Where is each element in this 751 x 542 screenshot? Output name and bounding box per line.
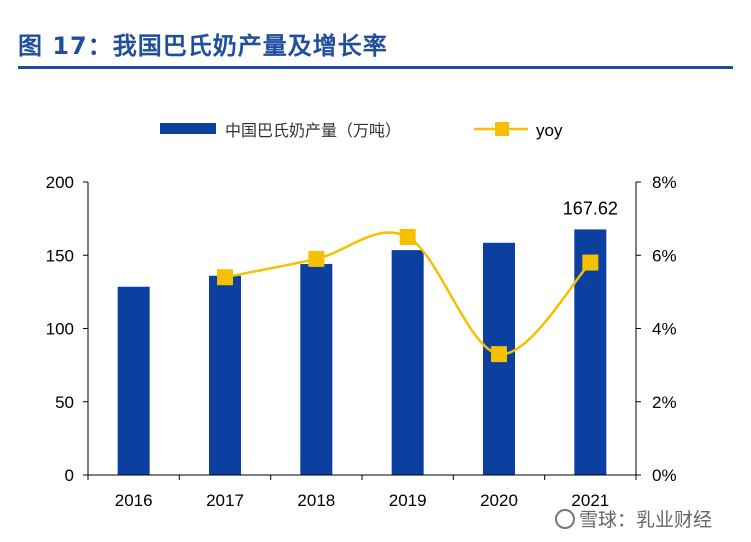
legend-line-label: yoy <box>536 121 563 140</box>
bar <box>209 275 241 475</box>
right-y-tick-label: 8% <box>652 173 677 192</box>
watermark: 雪球：乳业财经 <box>555 505 712 532</box>
data-label: 167.62 <box>563 198 618 218</box>
left-y-tick-label: 100 <box>46 320 74 339</box>
right-y-tick-label: 2% <box>652 393 677 412</box>
legend: 中国巴氏奶产量（万吨） yoy <box>160 121 563 140</box>
yoy-point-marker <box>308 250 325 267</box>
left-y-tick-label: 0 <box>65 466 74 485</box>
bar <box>300 264 333 475</box>
right-y-tick-label: 0% <box>652 466 677 485</box>
bar-series <box>117 229 607 475</box>
x-tick-label: 2016 <box>115 491 153 510</box>
left-y-tick-label: 150 <box>46 246 74 265</box>
x-tick-label: 2021 <box>571 491 609 510</box>
left-y-tick-label: 200 <box>46 173 74 192</box>
title-divider <box>18 66 733 69</box>
left-y-tick-label: 50 <box>55 393 74 412</box>
yoy-point-marker <box>399 228 416 245</box>
yoy-line <box>224 231 592 356</box>
bar <box>391 250 424 475</box>
watermark-text: 雪球：乳业财经 <box>579 509 713 531</box>
snowball-logo-icon <box>555 509 575 529</box>
bar <box>117 286 150 475</box>
line-series <box>217 228 599 363</box>
figure-title: 图 17：我国巴氏奶产量及增长率 <box>18 32 388 60</box>
x-tick-label: 2019 <box>389 491 427 510</box>
x-tick-label: 2017 <box>206 491 244 510</box>
legend-bar-swatch <box>160 123 216 134</box>
right-y-tick-label: 6% <box>652 246 677 265</box>
data-labels: 167.62 <box>563 198 618 218</box>
x-tick-label: 2020 <box>480 491 518 510</box>
legend-bar-label: 中国巴氏奶产量（万吨） <box>225 121 401 140</box>
right-y-tick-label: 4% <box>652 320 677 339</box>
yoy-point-marker <box>217 269 233 286</box>
axes: 0 50 100 150 200 0% 2% 4% 6% 8% 2016 2017 2018 2019 20… <box>46 173 677 510</box>
legend-line-marker <box>495 122 509 136</box>
yoy-point-marker <box>582 254 599 271</box>
yoy-point-marker <box>491 346 507 363</box>
x-tick-label: 2018 <box>297 491 335 510</box>
